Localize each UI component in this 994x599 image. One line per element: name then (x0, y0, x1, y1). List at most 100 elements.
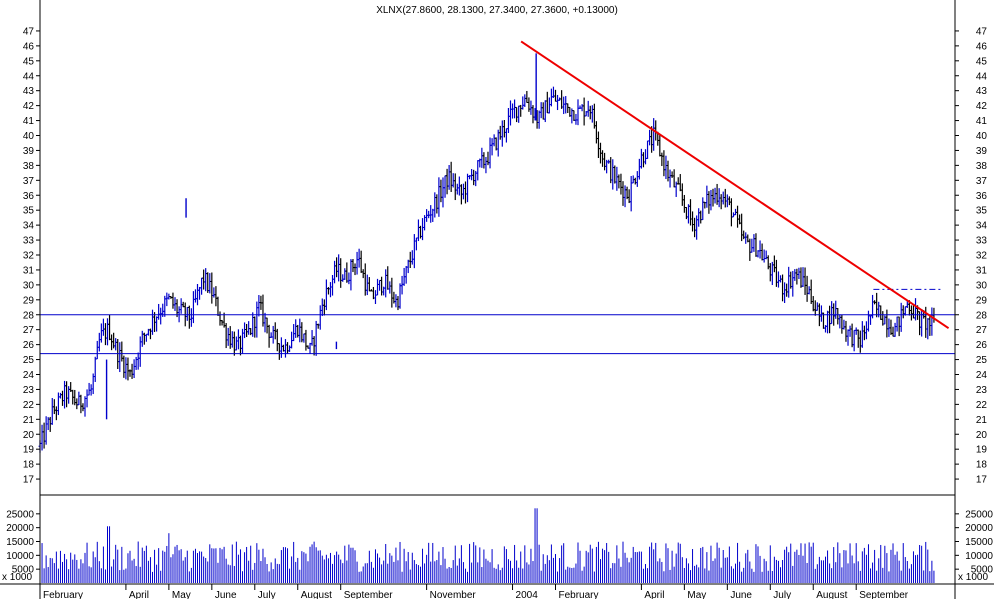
chart-title: XLNX(27.8600, 28.1300, 27.3400, 27.3600,… (376, 5, 618, 16)
price-tick-label-right: 31 (976, 265, 988, 276)
date-tick-label: September (344, 590, 394, 599)
price-tick-label-right: 47 (976, 26, 988, 37)
price-tick-label-left: 35 (23, 206, 35, 217)
date-tick-label: November (430, 590, 477, 599)
price-tick-label-left: 29 (23, 295, 35, 306)
price-tick-label-right: 40 (976, 131, 988, 142)
date-tick-label: July (258, 590, 276, 599)
price-tick-label-left: 44 (23, 71, 35, 82)
volume-tick-label-right: 25000 (965, 509, 993, 520)
price-tick-label-left: 34 (23, 221, 35, 232)
date-tick-label: April (129, 590, 149, 599)
price-tick-label-left: 39 (23, 146, 35, 157)
price-tick-label-left: 36 (23, 191, 35, 202)
date-tick-label: August (301, 590, 332, 599)
price-tick-label-left: 30 (23, 280, 35, 291)
volume-tick-label-right: 15000 (965, 537, 993, 548)
price-tick-label-left: 45 (23, 56, 35, 67)
date-tick-label: February (558, 590, 598, 599)
price-tick-label-right: 21 (976, 415, 988, 426)
price-tick-label-left: 32 (23, 251, 35, 262)
date-tick-label: July (773, 590, 791, 599)
price-tick-label-right: 34 (976, 221, 988, 232)
volume-tick-label-left: 5000 (12, 565, 35, 576)
price-tick-label-right: 22 (976, 400, 988, 411)
volume-tick-label-right: 5000 (971, 565, 994, 576)
price-tick-label-right: 45 (976, 56, 988, 67)
price-tick-label-left: 41 (23, 116, 35, 127)
volume-tick-label-left: 10000 (6, 551, 34, 562)
price-tick-label-right: 41 (976, 116, 988, 127)
price-bars (38, 53, 936, 453)
price-tick-label-left: 21 (23, 415, 35, 426)
price-tick-label-left: 27 (23, 325, 35, 336)
price-tick-label-left: 24 (23, 370, 35, 381)
price-tick-label-left: 20 (23, 430, 35, 441)
price-tick-label-right: 35 (976, 206, 988, 217)
price-tick-label-left: 23 (23, 385, 35, 396)
volume-tick-label-left: 20000 (6, 523, 34, 534)
price-tick-label-left: 42 (23, 101, 35, 112)
price-tick-label-left: 26 (23, 340, 35, 351)
price-tick-label-left: 22 (23, 400, 35, 411)
volume-tick-label-left: 25000 (6, 509, 34, 520)
price-tick-label-left: 40 (23, 131, 35, 142)
price-tick-label-left: 37 (23, 176, 35, 187)
price-tick-label-right: 23 (976, 385, 988, 396)
price-tick-label-right: 42 (976, 101, 988, 112)
date-tick-label: April (644, 590, 664, 599)
price-tick-label-right: 33 (976, 236, 988, 247)
price-tick-label-left: 18 (23, 460, 35, 471)
price-tick-label-right: 20 (976, 430, 988, 441)
date-tick-label: May (687, 590, 706, 599)
down-trendline (520, 40, 950, 330)
price-tick-label-left: 28 (23, 310, 35, 321)
price-tick-label-right: 28 (976, 310, 988, 321)
volume-tick-label-right: 20000 (965, 523, 993, 534)
price-tick-label-right: 39 (976, 146, 988, 157)
price-tick-label-right: 37 (976, 176, 988, 187)
price-tick-label-left: 43 (23, 86, 35, 97)
price-tick-label-right: 38 (976, 161, 988, 172)
price-tick-label-right: 43 (976, 86, 988, 97)
price-tick-label-left: 38 (23, 161, 35, 172)
price-axis: 17 17 18 18 19 19 20 20 21 21 22 22 23 23 24 24 25 25 26 26… (23, 26, 988, 485)
price-tick-label-right: 27 (976, 325, 988, 336)
date-tick-label: June (730, 590, 752, 599)
price-tick-label-right: 26 (976, 340, 988, 351)
date-tick-label: June (215, 590, 237, 599)
volume-unit-label-left: x 1000 (2, 572, 32, 583)
date-tick-label: August (816, 590, 847, 599)
price-tick-label-right: 24 (976, 370, 988, 381)
price-tick-label-left: 46 (23, 41, 35, 52)
volume-tick-label-left: 15000 (6, 537, 34, 548)
date-tick-label: May (172, 590, 191, 599)
price-tick-label-right: 30 (976, 280, 988, 291)
price-tick-label-left: 19 (23, 445, 35, 456)
price-tick-label-right: 36 (976, 191, 988, 202)
price-tick-label-right: 44 (976, 71, 988, 82)
overlay-lines (40, 40, 955, 355)
date-axis: February April May June July August September N… (39, 584, 909, 599)
volume-unit-label-right: x 1000 (958, 572, 988, 583)
price-tick-label-left: 17 (23, 475, 35, 486)
price-tick-label-left: 25 (23, 355, 35, 366)
price-tick-label-left: 33 (23, 236, 35, 247)
price-tick-label-left: 31 (23, 265, 35, 276)
price-tick-label-right: 17 (976, 475, 988, 486)
price-tick-label-right: 25 (976, 355, 988, 366)
date-tick-label: February (43, 590, 83, 599)
price-tick-label-right: 32 (976, 251, 988, 262)
price-tick-label-left: 47 (23, 26, 35, 37)
volume-panel: 5000 5000 10000 10000 15000 15000 20000 20000 25… (2, 508, 993, 583)
price-tick-label-right: 29 (976, 295, 988, 306)
price-tick-label-right: 46 (976, 41, 988, 52)
date-tick-label: 2004 (516, 590, 539, 599)
date-tick-label: September (859, 590, 909, 599)
volume-tick-label-right: 10000 (965, 551, 993, 562)
price-tick-label-right: 18 (976, 460, 988, 471)
price-tick-label-right: 19 (976, 445, 988, 456)
